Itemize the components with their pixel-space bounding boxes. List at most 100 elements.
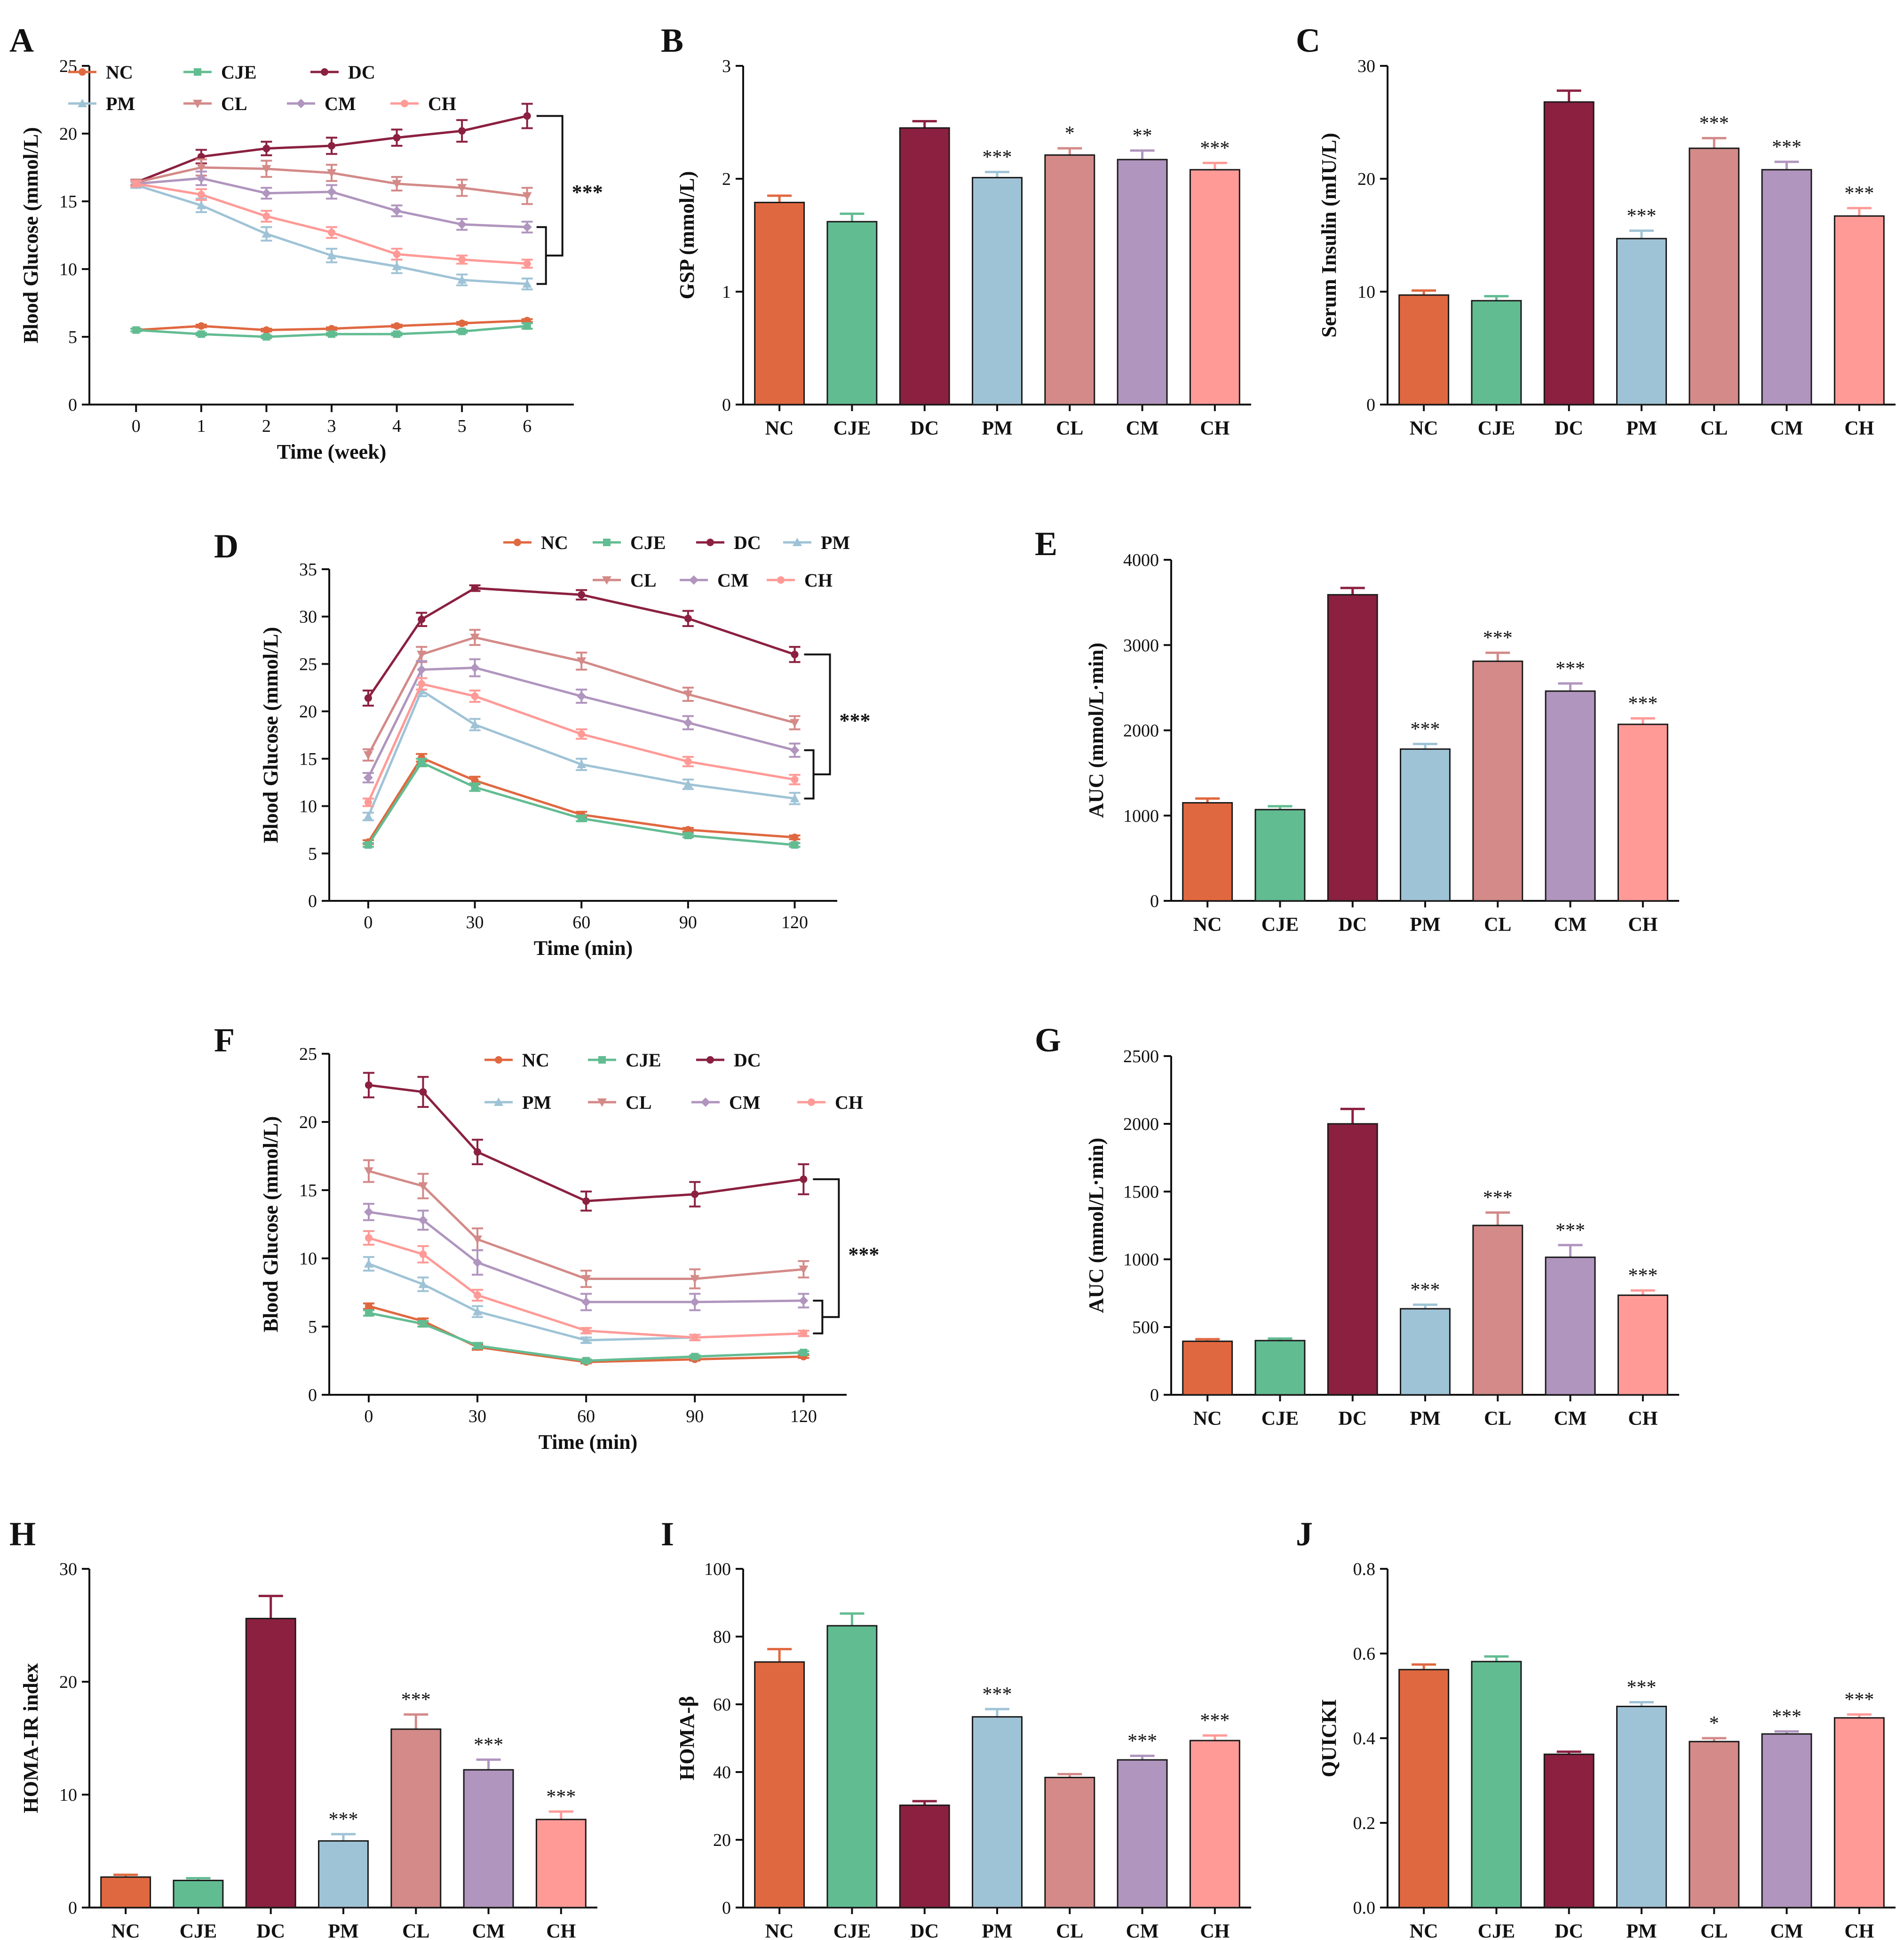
data-point-ch	[578, 730, 586, 738]
data-point-dc	[262, 144, 270, 152]
series-line-nc	[368, 1305, 804, 1363]
data-point-cje	[132, 326, 140, 334]
significance-label: ***	[983, 147, 1012, 168]
y-tick-label: 80	[713, 1627, 731, 1647]
legend-marker	[706, 1056, 714, 1064]
data-point-dc	[393, 134, 401, 142]
bar-cl	[1044, 1777, 1095, 1908]
bar-cl	[1044, 154, 1095, 405]
data-point-ch	[691, 1334, 699, 1342]
data-point-cl	[262, 165, 271, 174]
bar-cje	[826, 1625, 878, 1908]
x-category-label: DC	[1338, 1408, 1367, 1430]
bar-nc	[100, 1876, 151, 1908]
significance-bracket-inner	[813, 1299, 824, 1335]
y-tick-label: 5	[308, 1317, 317, 1337]
data-point-cl	[417, 651, 427, 660]
x-category-label: CL	[1056, 418, 1083, 439]
significance-label: ***	[1127, 1730, 1157, 1752]
bar-ch	[1833, 215, 1885, 405]
data-point-cm	[683, 718, 693, 728]
y-axis-label: Blood Glucose (mmol/L)	[259, 627, 282, 843]
bar-ch	[535, 1819, 587, 1908]
data-point-ch	[364, 798, 372, 806]
y-tick-label: 20	[299, 702, 317, 722]
significance-label: ***	[474, 1734, 503, 1756]
legend-marker	[598, 1056, 606, 1064]
y-axis-label: Blood Glucose (mmol/L)	[19, 127, 42, 343]
x-category-label: NC	[1410, 418, 1438, 439]
y-tick-label: 5	[308, 844, 317, 864]
y-tick-label: 1000	[1123, 806, 1159, 826]
data-point-cl	[392, 180, 402, 189]
y-tick-label: 30	[299, 607, 317, 627]
x-axis-label: Time (week)	[277, 440, 387, 463]
significance-label: ***	[848, 1243, 879, 1266]
data-point-cje	[418, 758, 426, 766]
x-category-label: CL	[402, 1921, 429, 1940]
bar-dc	[245, 1618, 296, 1908]
bar-dc	[1543, 1753, 1595, 1908]
y-tick-label: 1000	[1123, 1250, 1159, 1270]
y-tick-label: 40	[713, 1763, 731, 1782]
bar-nc	[754, 1661, 805, 1908]
bar-nc	[1182, 802, 1233, 902]
y-tick-label: 0.6	[1353, 1644, 1376, 1664]
legend-label: CM	[325, 93, 356, 114]
legend-marker	[78, 99, 87, 107]
series-line-cm	[368, 1210, 804, 1304]
legend-label: DC	[734, 532, 761, 553]
y-tick-label: 10	[59, 1785, 77, 1805]
bar-cm	[463, 1769, 514, 1908]
bar-pm	[1400, 748, 1451, 902]
bar-dc	[1327, 594, 1378, 902]
data-point-cl	[473, 1235, 483, 1244]
panel-letter: H	[9, 1515, 36, 1553]
significance-label: ***	[1483, 628, 1513, 649]
legend-label: CM	[729, 1092, 761, 1113]
legend-label: NC	[541, 532, 568, 553]
significance-label: ***	[1844, 1689, 1874, 1711]
data-point-nc	[471, 777, 479, 785]
data-point-cm	[363, 773, 373, 783]
legend-label: PM	[821, 532, 850, 553]
x-category-label: CM	[1770, 1921, 1803, 1940]
legend-label: CL	[630, 570, 657, 591]
bar-pm	[972, 177, 1023, 405]
data-point-cm	[473, 1257, 483, 1267]
data-point-cje	[800, 1349, 808, 1357]
y-axis-label: GSP (mmol/L)	[675, 171, 698, 300]
data-point-dc	[523, 112, 531, 120]
x-category-label: CM	[1770, 418, 1803, 439]
significance-label: ***	[1483, 1187, 1513, 1209]
x-category-label: CL	[1484, 1408, 1511, 1430]
y-tick-label: 0	[308, 1385, 317, 1405]
data-point-cl	[581, 1275, 591, 1284]
x-category-label: NC	[765, 418, 794, 439]
panel-g: G 0 500 1000 1500 2000 2500 AUC (mmol/L·min) NC C…	[1035, 1021, 1679, 1430]
bar-nc	[1398, 294, 1450, 405]
x-category-label: CH	[546, 1921, 576, 1940]
data-point-dc	[691, 1190, 699, 1198]
x-category-label: CJE	[833, 1921, 871, 1940]
data-point-ch	[393, 250, 401, 258]
bar-nc	[1182, 1340, 1233, 1396]
data-point-cje	[691, 1352, 699, 1360]
panel-a: A 0 5 10 15 20 25 Blood Glucose (mmol/L) 0 1 2 3 4 5 6…	[9, 22, 603, 463]
data-point-ch	[684, 757, 692, 765]
significance-label: ***	[1628, 693, 1658, 715]
y-tick-label: 0	[68, 1898, 77, 1918]
data-point-pm	[790, 794, 800, 803]
x-category-label: DC	[910, 418, 939, 439]
significance-label: ***	[1627, 1677, 1657, 1699]
bar-cl	[1689, 1741, 1740, 1908]
x-category-label: CM	[1554, 1408, 1587, 1430]
x-tick-label: 90	[679, 913, 697, 932]
data-point-cje	[474, 1342, 482, 1350]
x-axis-label: Time (min)	[534, 937, 633, 960]
data-point-pm	[581, 1336, 591, 1344]
y-tick-label: 5	[68, 327, 77, 347]
y-tick-label: 0	[308, 891, 317, 911]
bar-dc	[899, 127, 950, 405]
legend-label: NC	[106, 62, 133, 83]
